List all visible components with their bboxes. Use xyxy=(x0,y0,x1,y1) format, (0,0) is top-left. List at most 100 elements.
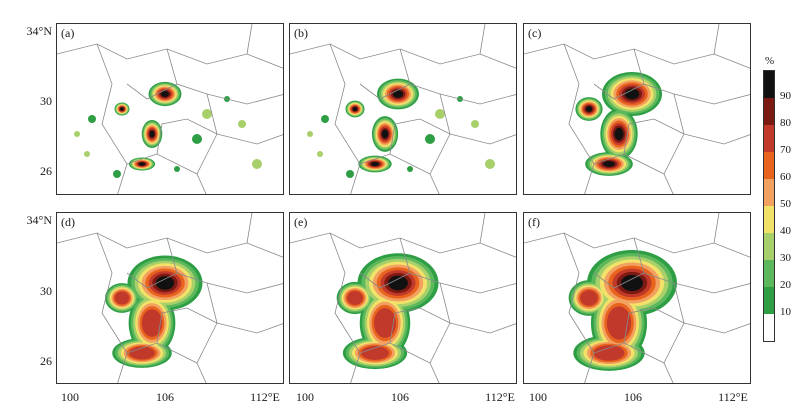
y-tick-label: 34°N xyxy=(26,213,52,227)
contour-shape xyxy=(624,88,640,100)
contour-spot xyxy=(435,109,445,119)
province-boundary xyxy=(673,93,750,105)
province-boundary xyxy=(156,118,218,155)
panel-c: (c) xyxy=(523,23,751,195)
contour-shape xyxy=(138,162,146,166)
panel-f: (f) xyxy=(523,212,751,384)
colorbar-unit: % xyxy=(765,55,775,67)
province-boundary xyxy=(713,213,720,244)
contour-shape xyxy=(149,130,155,138)
province-boundary xyxy=(359,272,411,289)
contour-shape xyxy=(129,346,155,360)
colorbar-tick-label: 80 xyxy=(780,117,791,129)
province-boundary xyxy=(389,307,451,344)
contour-shape xyxy=(114,291,130,305)
contour-shape xyxy=(392,90,404,98)
contour-shape xyxy=(352,106,358,112)
province-boundary xyxy=(563,43,595,194)
province-boundary xyxy=(126,272,178,289)
colorbar-segment xyxy=(764,287,774,314)
x-tick-label: 100 xyxy=(529,390,547,404)
contour-shape xyxy=(120,107,124,111)
colorbar-tick-label: 40 xyxy=(780,225,791,237)
contour-shape xyxy=(370,161,380,167)
panel-label: (f) xyxy=(528,215,540,229)
colorbar xyxy=(763,70,775,342)
province-boundary xyxy=(713,24,720,55)
contour-spot xyxy=(321,115,329,123)
province-boundary xyxy=(290,43,516,69)
map-b xyxy=(290,24,516,194)
contour-shape xyxy=(621,274,643,292)
contour-shape xyxy=(614,127,624,141)
province-boundary xyxy=(246,213,253,244)
province-boundary xyxy=(479,24,486,55)
province-boundary xyxy=(593,272,645,289)
province-boundary xyxy=(683,133,750,145)
province-boundary xyxy=(673,282,750,294)
province-boundary xyxy=(439,282,516,294)
province-boundary xyxy=(633,48,685,194)
contour-spot xyxy=(425,134,435,144)
y-tick-label: 30 xyxy=(40,94,52,108)
province-boundary xyxy=(206,282,283,294)
province-boundary xyxy=(96,232,128,383)
province-boundary xyxy=(623,307,685,344)
panel-e: (e) xyxy=(289,212,517,384)
contour-spot xyxy=(346,170,354,178)
province-boundary xyxy=(593,83,645,100)
province-boundary xyxy=(389,118,451,155)
province-boundary xyxy=(216,322,283,334)
y-tick-label: 34°N xyxy=(26,24,52,38)
x-tick-label: 112°E xyxy=(718,390,748,404)
y-tick-label: 30 xyxy=(40,284,52,298)
contour-shape xyxy=(388,275,408,291)
province-boundary xyxy=(683,322,750,334)
province-boundary xyxy=(449,133,516,145)
province-boundary xyxy=(329,43,361,194)
province-boundary xyxy=(206,93,283,105)
colorbar-segment xyxy=(764,98,774,125)
contour-shape xyxy=(361,346,389,360)
x-tick-label: 100 xyxy=(61,390,79,404)
contour-spot xyxy=(407,166,413,172)
contour-spot xyxy=(485,159,495,169)
panel-label: (a) xyxy=(61,26,75,40)
province-boundary xyxy=(166,237,218,383)
colorbar-segment xyxy=(764,179,774,206)
province-boundary xyxy=(633,237,685,383)
province-boundary xyxy=(623,118,685,155)
colorbar-tick-label: 10 xyxy=(780,306,791,318)
contour-spot xyxy=(88,115,96,123)
province-boundary xyxy=(57,43,283,69)
contour-spot xyxy=(84,151,90,157)
map-d xyxy=(57,213,283,383)
map-f xyxy=(524,213,750,383)
contour-spot xyxy=(192,134,202,144)
contour-spot xyxy=(202,109,212,119)
map-c xyxy=(524,24,750,194)
panel-label: (d) xyxy=(61,215,75,229)
contour-shape xyxy=(603,161,615,167)
contour-shape xyxy=(374,308,396,338)
province-boundary xyxy=(524,43,750,69)
contour-spot xyxy=(238,120,246,128)
province-boundary xyxy=(449,322,516,334)
colorbar-tick-label: 50 xyxy=(780,198,791,210)
x-tick-label: 100 xyxy=(296,390,314,404)
contour-spot xyxy=(317,151,323,157)
province-boundary xyxy=(156,307,218,344)
contour-shape xyxy=(381,129,389,139)
province-boundary xyxy=(57,232,283,258)
province-boundary xyxy=(359,83,411,100)
province-boundary xyxy=(126,83,178,100)
province-boundary xyxy=(399,237,451,383)
panel-label: (e) xyxy=(294,215,308,229)
province-boundary xyxy=(479,213,486,244)
colorbar-segment xyxy=(764,206,774,233)
contour-shape xyxy=(593,345,625,361)
contour-shape xyxy=(347,291,363,305)
colorbar-tick-label: 30 xyxy=(780,252,791,264)
colorbar-segment xyxy=(764,233,774,260)
contour-spot xyxy=(74,131,80,137)
